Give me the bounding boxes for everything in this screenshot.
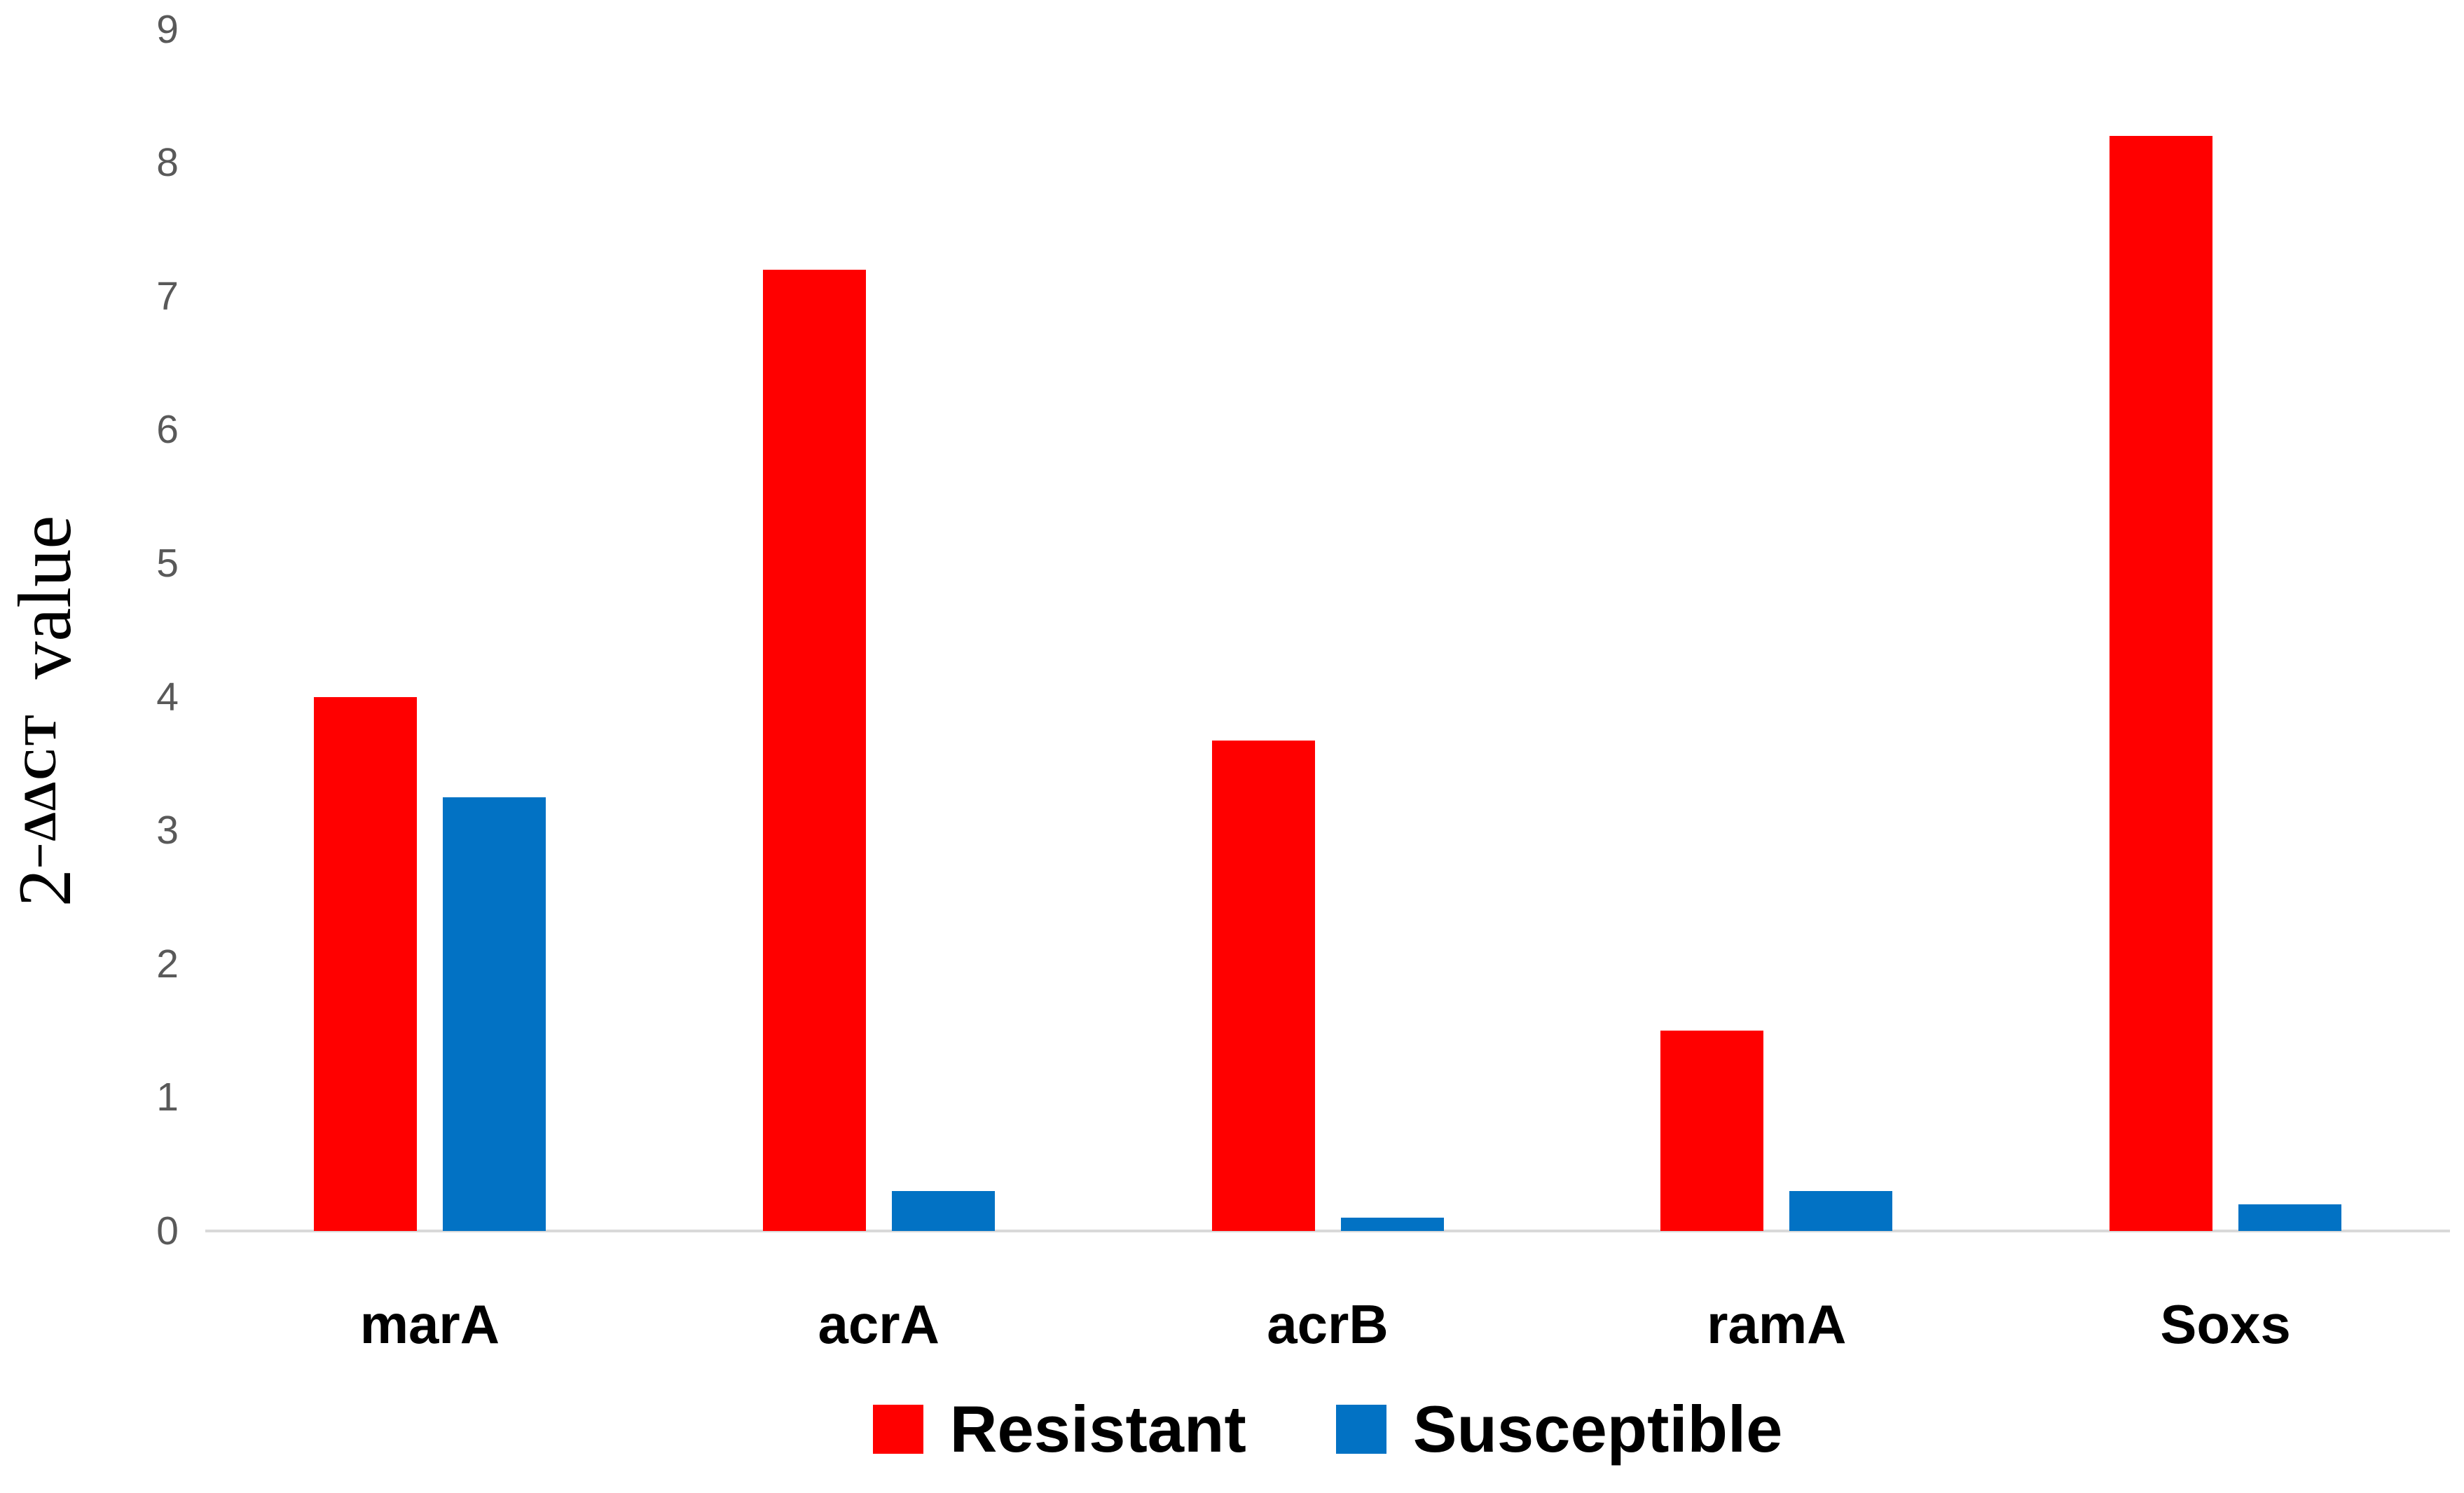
x-category-label-acrB: acrB [1267,1293,1389,1355]
legend-swatch-resistant [872,1405,923,1454]
bar-resistant-Soxs [2109,136,2212,1231]
y-tick-label-5: 5 [156,541,179,586]
y-tick-label-4: 4 [156,674,179,720]
legend-item-susceptible: Susceptible [1335,1392,1783,1466]
x-category-label-marA: marA [359,1293,500,1355]
legend-label-susceptible: Susceptible [1412,1392,1783,1466]
bar-resistant-acrA [763,270,866,1231]
y-tick-label-2: 2 [156,941,179,986]
y-tick-label-7: 7 [156,273,179,319]
legend: Resistant Susceptible [205,1384,2450,1475]
bar-resistant-ramA [1660,1031,1763,1231]
bar-resistant-acrB [1212,741,1315,1231]
bar-susceptible-acrA [892,1191,995,1231]
y-tick-label-8: 8 [156,140,179,186]
y-tick-label-3: 3 [156,808,179,853]
bar-susceptible-marA [443,797,546,1231]
bar-susceptible-acrB [1341,1218,1444,1231]
x-category-label-ramA: ramA [1707,1293,1847,1355]
x-category-label-acrA: acrA [818,1293,940,1355]
bar-susceptible-ramA [1789,1191,1892,1231]
y-axis-title-exponent: −ΔΔCT [15,713,67,869]
bar-susceptible-Soxs [2238,1204,2341,1231]
legend-swatch-susceptible [1335,1405,1386,1454]
x-axis-line [205,1230,2450,1232]
y-axis-title-base: 2 [4,869,87,907]
legend-item-resistant: Resistant [872,1392,1246,1466]
y-tick-label-1: 1 [156,1075,179,1120]
y-tick-label-0: 0 [156,1209,179,1253]
bar-resistant-marA [314,697,417,1231]
y-tick-label-9: 9 [156,6,179,52]
y-tick-label-6: 6 [156,407,179,453]
legend-label-resistant: Resistant [949,1392,1246,1466]
x-category-label-Soxs: Soxs [2160,1293,2291,1355]
